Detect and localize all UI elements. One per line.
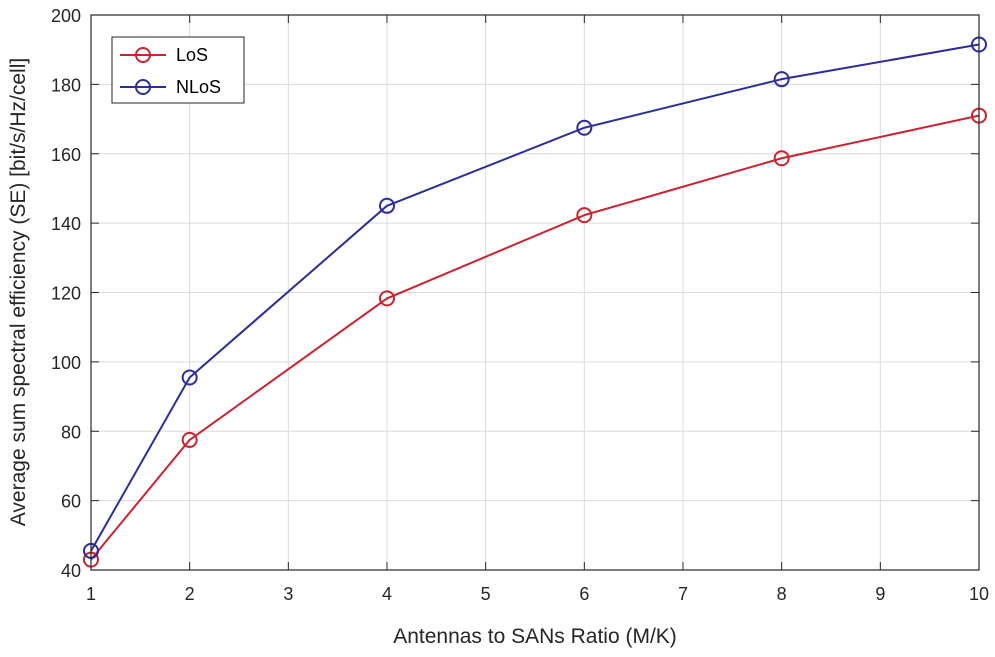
- x-tick-label: 6: [579, 584, 589, 604]
- data-point-los: [773, 150, 790, 167]
- grid: [91, 15, 979, 570]
- data-point-nlos: [773, 71, 790, 88]
- y-tick-label: 100: [51, 353, 81, 373]
- legend: LoS NLoS: [111, 36, 245, 104]
- tick-labels: 1 2 3 4 5 6 7 8 9 10 40 60 80 100 120 140 160 180 200: [51, 6, 989, 604]
- x-tick-label: 3: [283, 584, 293, 604]
- x-axis-label: Antennas to SANs Ratio (M/K): [393, 625, 677, 648]
- data-point-los: [379, 290, 395, 307]
- y-axis-label: Average sum spectral efficiency (SE) [bi…: [7, 58, 30, 526]
- x-tick-label: 10: [969, 584, 989, 604]
- data-point-nlos: [181, 369, 198, 386]
- y-tick-label: 140: [51, 214, 81, 234]
- data-point-nlos: [379, 197, 395, 214]
- x-tick-label: 5: [481, 584, 491, 604]
- y-tick-label: 180: [51, 75, 81, 95]
- data-point-los: [181, 431, 198, 448]
- y-tick-label: 200: [51, 6, 81, 26]
- x-tick-label: 2: [185, 584, 195, 604]
- y-tick-label: 160: [51, 145, 81, 165]
- x-tick-label: 7: [678, 584, 688, 604]
- x-tick-label: 1: [86, 584, 96, 604]
- y-tick-label: 60: [61, 492, 81, 512]
- x-tick-label: 9: [875, 584, 885, 604]
- y-tick-label: 80: [61, 422, 81, 442]
- legend-marker-los: [135, 47, 151, 63]
- legend-label-los: LoS: [176, 45, 208, 65]
- data-point-los: [576, 207, 593, 224]
- legend-box: [111, 36, 245, 104]
- legend-marker-nlos: [135, 79, 151, 95]
- series-line-nlos: [90, 43, 980, 552]
- data-point-nlos: [576, 119, 593, 136]
- x-tick-label: 8: [777, 584, 787, 604]
- y-tick-label: 120: [51, 284, 81, 304]
- y-tick-label: 40: [61, 561, 81, 581]
- legend-label-nlos: NLoS: [176, 77, 221, 97]
- series-line-los: [90, 114, 980, 561]
- ticks: [90, 14, 980, 571]
- x-tick-label: 4: [382, 584, 392, 604]
